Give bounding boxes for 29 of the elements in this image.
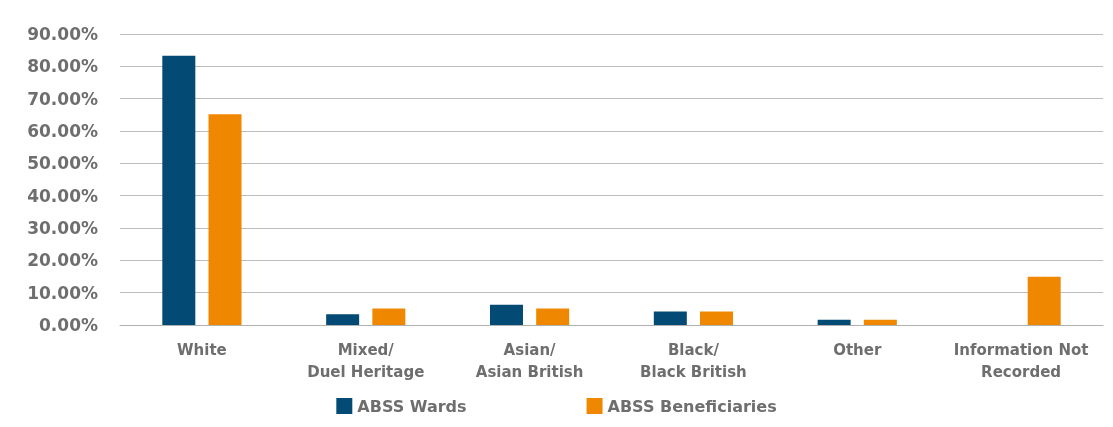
y-tick-label: 0.00% [39, 315, 98, 335]
bar [489, 304, 523, 325]
y-tick-label: 50.00% [27, 153, 98, 174]
bar [700, 311, 734, 325]
x-tick-label: Other [833, 341, 882, 359]
x-tick-label: Information Not Recorded [953, 341, 1089, 381]
y-tick-label: 30.00% [27, 218, 98, 238]
y-tick-label: 60.00% [27, 121, 98, 141]
x-tick-label: White [177, 341, 227, 359]
bar [536, 308, 570, 325]
legend-label: ABSS Wards [357, 396, 467, 416]
x-tick-label: Asian/ Asian British [475, 341, 584, 381]
bar [326, 314, 360, 325]
bar [817, 319, 851, 325]
x-tick-label: Black/ Black British [640, 341, 747, 381]
x-tick-label: Mixed/ Duel Heritage [307, 341, 425, 381]
y-tick-label: 80.00% [27, 56, 98, 77]
bar [372, 308, 406, 325]
bar [653, 311, 687, 325]
y-tick-label: 70.00% [27, 88, 98, 109]
y-tick-label: 10.00% [27, 282, 98, 303]
bar [208, 114, 242, 325]
bar [162, 55, 196, 325]
y-tick-label: 40.00% [27, 185, 98, 206]
y-tick-label: 90.00% [27, 24, 98, 44]
bar [863, 319, 897, 325]
legend-label: ABSS Beneficiaries [607, 396, 777, 416]
y-tick-label: 20.00% [27, 250, 98, 271]
bar [1027, 276, 1061, 325]
